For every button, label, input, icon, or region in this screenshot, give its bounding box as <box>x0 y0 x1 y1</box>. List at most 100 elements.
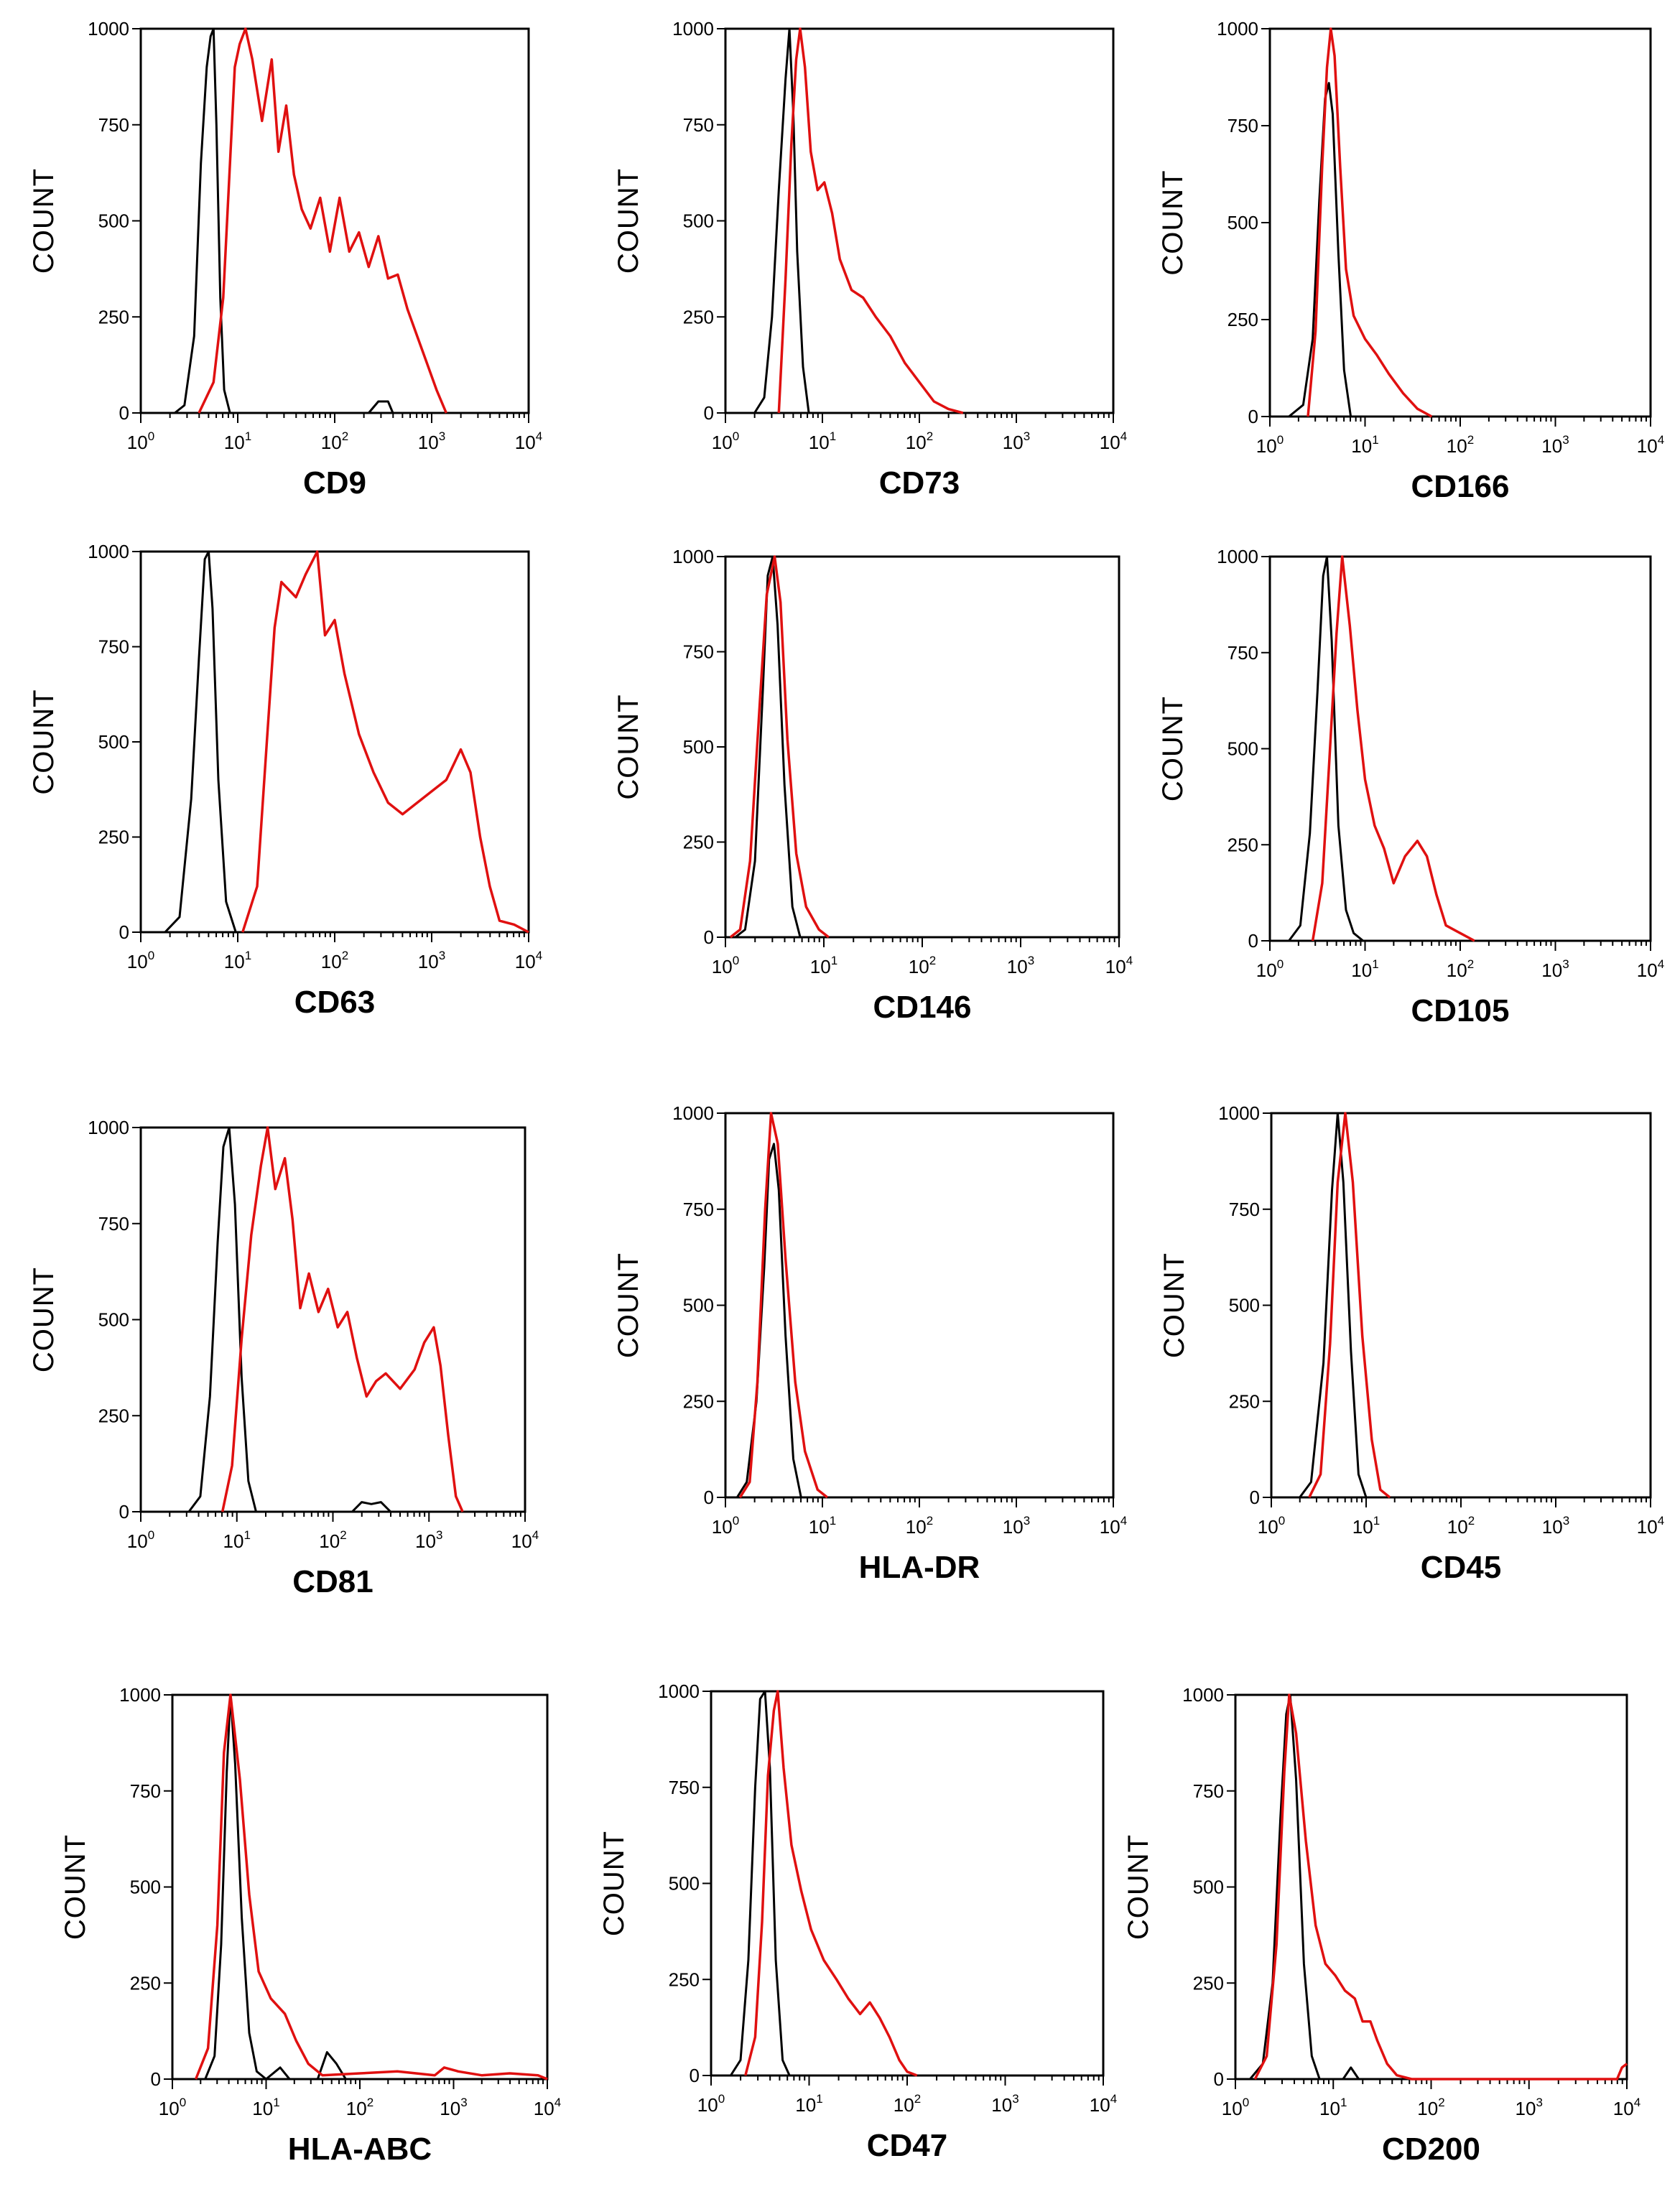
histogram-panel-cd45: 0 250 500 750 1000 100 101 102 103 104 COUNT CD45 <box>1159 1102 1664 1585</box>
x-tick-label: 104 <box>1637 433 1664 457</box>
stained-histogram-line <box>241 550 529 934</box>
y-tick-label: 0 <box>1248 406 1258 427</box>
y-tick-label: 1000 <box>672 18 714 39</box>
y-axis-label: COUNT <box>613 1252 644 1358</box>
control-histogram-line <box>164 550 237 934</box>
x-tick-label: 103 <box>440 2096 467 2119</box>
y-tick-label: 1000 <box>1182 1684 1224 1706</box>
stained-histogram-line <box>1308 1112 1391 1499</box>
control-histogram-line <box>174 27 394 414</box>
stained-histogram-line <box>1307 27 1433 418</box>
y-tick-label: 250 <box>98 1405 129 1426</box>
y-tick-label: 1000 <box>1218 1102 1260 1124</box>
stained-histogram-line <box>1311 555 1475 942</box>
y-tick-label: 1000 <box>1217 18 1258 39</box>
x-tick-label: 100 <box>712 1514 739 1538</box>
y-axis-label: COUNT <box>28 689 60 794</box>
control-histogram-line <box>730 1690 791 2076</box>
x-axis-label: CD105 <box>1411 993 1510 1028</box>
y-axis-label: COUNT <box>598 1831 630 1936</box>
x-tick-label: 103 <box>991 2092 1018 2116</box>
x-tick-label: 101 <box>1351 433 1378 457</box>
y-tick-label: 0 <box>119 921 129 943</box>
x-axis-label: HLA-ABC <box>288 2132 432 2167</box>
x-tick-label: 100 <box>712 429 739 453</box>
x-tick-label: 100 <box>127 949 154 972</box>
y-tick-label: 1000 <box>119 1684 161 1706</box>
control-histogram-line <box>734 555 802 939</box>
y-tick-label: 500 <box>683 210 714 232</box>
x-tick-label: 101 <box>1351 957 1378 981</box>
x-tick-label: 104 <box>1613 2096 1640 2119</box>
y-axis-label: COUNT <box>1159 1252 1190 1358</box>
x-tick-label: 101 <box>809 1514 836 1538</box>
y-axis-label: COUNT <box>1157 696 1189 801</box>
x-tick-label: 104 <box>515 429 542 453</box>
y-tick-label: 0 <box>119 402 129 424</box>
x-tick-label: 103 <box>1003 429 1030 453</box>
y-tick-label: 750 <box>683 641 714 663</box>
y-tick-label: 750 <box>683 1199 714 1220</box>
y-tick-label: 0 <box>704 1487 714 1508</box>
x-tick-label: 103 <box>1516 2096 1543 2119</box>
y-tick-label: 1000 <box>672 546 714 567</box>
y-tick-label: 0 <box>119 1501 129 1523</box>
y-tick-label: 0 <box>690 2065 700 2086</box>
x-tick-label: 104 <box>1637 1514 1664 1538</box>
y-tick-label: 500 <box>98 210 129 232</box>
x-tick-label: 101 <box>809 429 836 453</box>
histogram-panel-cd9: 0 250 500 750 1000 100 101 102 103 104 COUNT CD9 <box>28 18 542 501</box>
x-tick-label: 104 <box>1637 957 1664 981</box>
x-axis-label: CD73 <box>879 465 960 501</box>
y-tick-label: 500 <box>683 736 714 758</box>
y-tick-label: 250 <box>683 832 714 853</box>
y-axis-label: COUNT <box>1123 1834 1154 1940</box>
x-tick-label: 101 <box>795 2092 822 2116</box>
y-tick-label: 750 <box>1229 1199 1260 1220</box>
control-histogram-line <box>204 1693 347 2081</box>
x-axis-label: CD47 <box>867 2128 948 2163</box>
x-tick-label: 101 <box>224 429 251 453</box>
y-tick-label: 750 <box>98 114 129 136</box>
y-tick-label: 500 <box>1193 1877 1224 1898</box>
x-axis-label: CD45 <box>1421 1550 1502 1585</box>
y-tick-label: 500 <box>669 1873 700 1895</box>
y-axis-label: COUNT <box>613 694 644 799</box>
x-tick-label: 100 <box>1222 2096 1249 2119</box>
control-histogram-line <box>1288 555 1364 942</box>
y-tick-label: 250 <box>1227 834 1258 855</box>
y-tick-label: 750 <box>1193 1780 1224 1802</box>
x-tick-label: 102 <box>1417 2096 1444 2119</box>
x-tick-label: 100 <box>127 429 154 453</box>
y-tick-label: 250 <box>130 1972 161 1994</box>
y-axis-label: COUNT <box>28 168 60 274</box>
y-tick-label: 250 <box>683 306 714 327</box>
x-tick-label: 104 <box>1100 1514 1127 1538</box>
x-axis-label: HLA-DR <box>859 1550 980 1585</box>
y-tick-label: 750 <box>1227 642 1258 664</box>
stained-histogram-line <box>738 1112 828 1499</box>
y-tick-label: 250 <box>98 827 129 848</box>
y-tick-label: 250 <box>1227 309 1258 330</box>
histogram-panel-cd166: 0 250 500 750 1000 100 101 102 103 104 COUNT CD166 <box>1157 18 1664 504</box>
y-tick-label: 750 <box>98 1213 129 1235</box>
x-tick-label: 101 <box>252 2096 279 2119</box>
y-tick-label: 250 <box>1229 1390 1260 1412</box>
x-tick-label: 103 <box>415 1528 442 1552</box>
histogram-panel-cd105: 0 250 500 750 1000 100 101 102 103 104 COUNT CD105 <box>1157 546 1664 1028</box>
y-tick-label: 750 <box>683 114 714 136</box>
y-tick-label: 500 <box>1227 738 1258 760</box>
x-tick-label: 100 <box>697 2092 725 2116</box>
x-tick-label: 103 <box>418 949 445 972</box>
x-tick-label: 100 <box>712 954 739 977</box>
x-axis-label: CD81 <box>292 1564 373 1599</box>
y-tick-label: 250 <box>1193 1972 1224 1994</box>
y-tick-label: 750 <box>98 636 129 658</box>
stained-histogram-line <box>198 27 447 414</box>
x-tick-label: 103 <box>1541 433 1569 457</box>
x-tick-label: 104 <box>515 949 542 972</box>
x-axis-label: CD146 <box>873 990 972 1025</box>
histogram-panel-cd47: 0 250 500 750 1000 100 101 102 103 104 COUNT CD47 <box>598 1681 1117 2163</box>
histogram-panel-hla-dr: 0 250 500 750 1000 100 101 102 103 104 COUNT HLA-DR <box>613 1102 1127 1585</box>
x-tick-label: 104 <box>1105 954 1133 977</box>
